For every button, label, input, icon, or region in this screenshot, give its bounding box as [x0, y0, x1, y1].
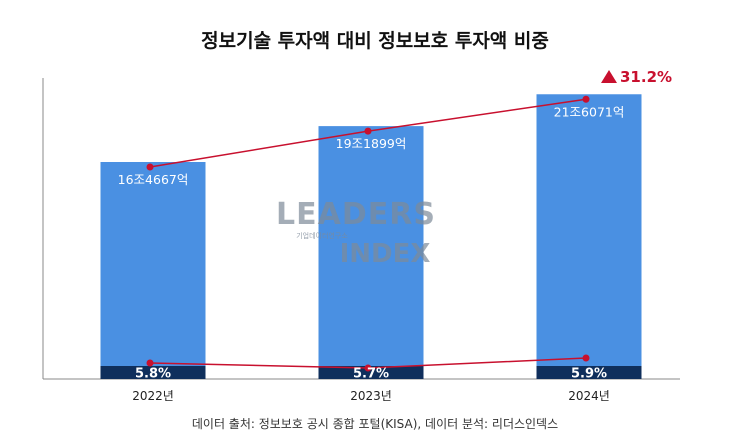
bar-it-investment [318, 126, 424, 379]
it-investment-point [582, 95, 590, 103]
x-tick-label: 2024년 [568, 389, 610, 403]
watermark-index: INDEX [340, 239, 431, 269]
up-triangle-icon [601, 70, 617, 83]
security-share-point [146, 359, 154, 367]
it-investment-point [364, 127, 372, 135]
x-tick-label: 2022년 [132, 389, 174, 403]
bar-security-share [100, 366, 206, 379]
growth-label: 31.2% [620, 68, 672, 86]
data-source-note: 데이터 출처: 정보보호 공시 종합 포털(KISA), 데이터 분석: 리더스… [191, 417, 559, 431]
bar-security-share [536, 366, 642, 379]
it-investment-point [146, 163, 154, 171]
watermark-subtitle: 기업데이터연구소 [296, 231, 348, 240]
security-share-point [364, 364, 372, 372]
bar-it-investment [536, 94, 642, 380]
watermark-leaders: LEADERS [276, 197, 436, 232]
security-share-point [582, 354, 590, 362]
bar-value-label: 19조1899억 [336, 136, 407, 151]
bar-security-share [318, 366, 424, 379]
x-tick-label: 2023년 [350, 389, 392, 403]
bar-it-investment [100, 162, 206, 379]
share-value-label: 5.9% [571, 367, 607, 382]
share-value-label: 5.7% [353, 367, 389, 382]
bar-value-label: 16조4667억 [118, 172, 189, 187]
bar-value-label: 21조6071억 [554, 104, 625, 119]
share-value-label: 5.8% [135, 367, 171, 382]
chart-title: 정보기술 투자액 대비 정보보호 투자액 비중 [201, 30, 549, 52]
